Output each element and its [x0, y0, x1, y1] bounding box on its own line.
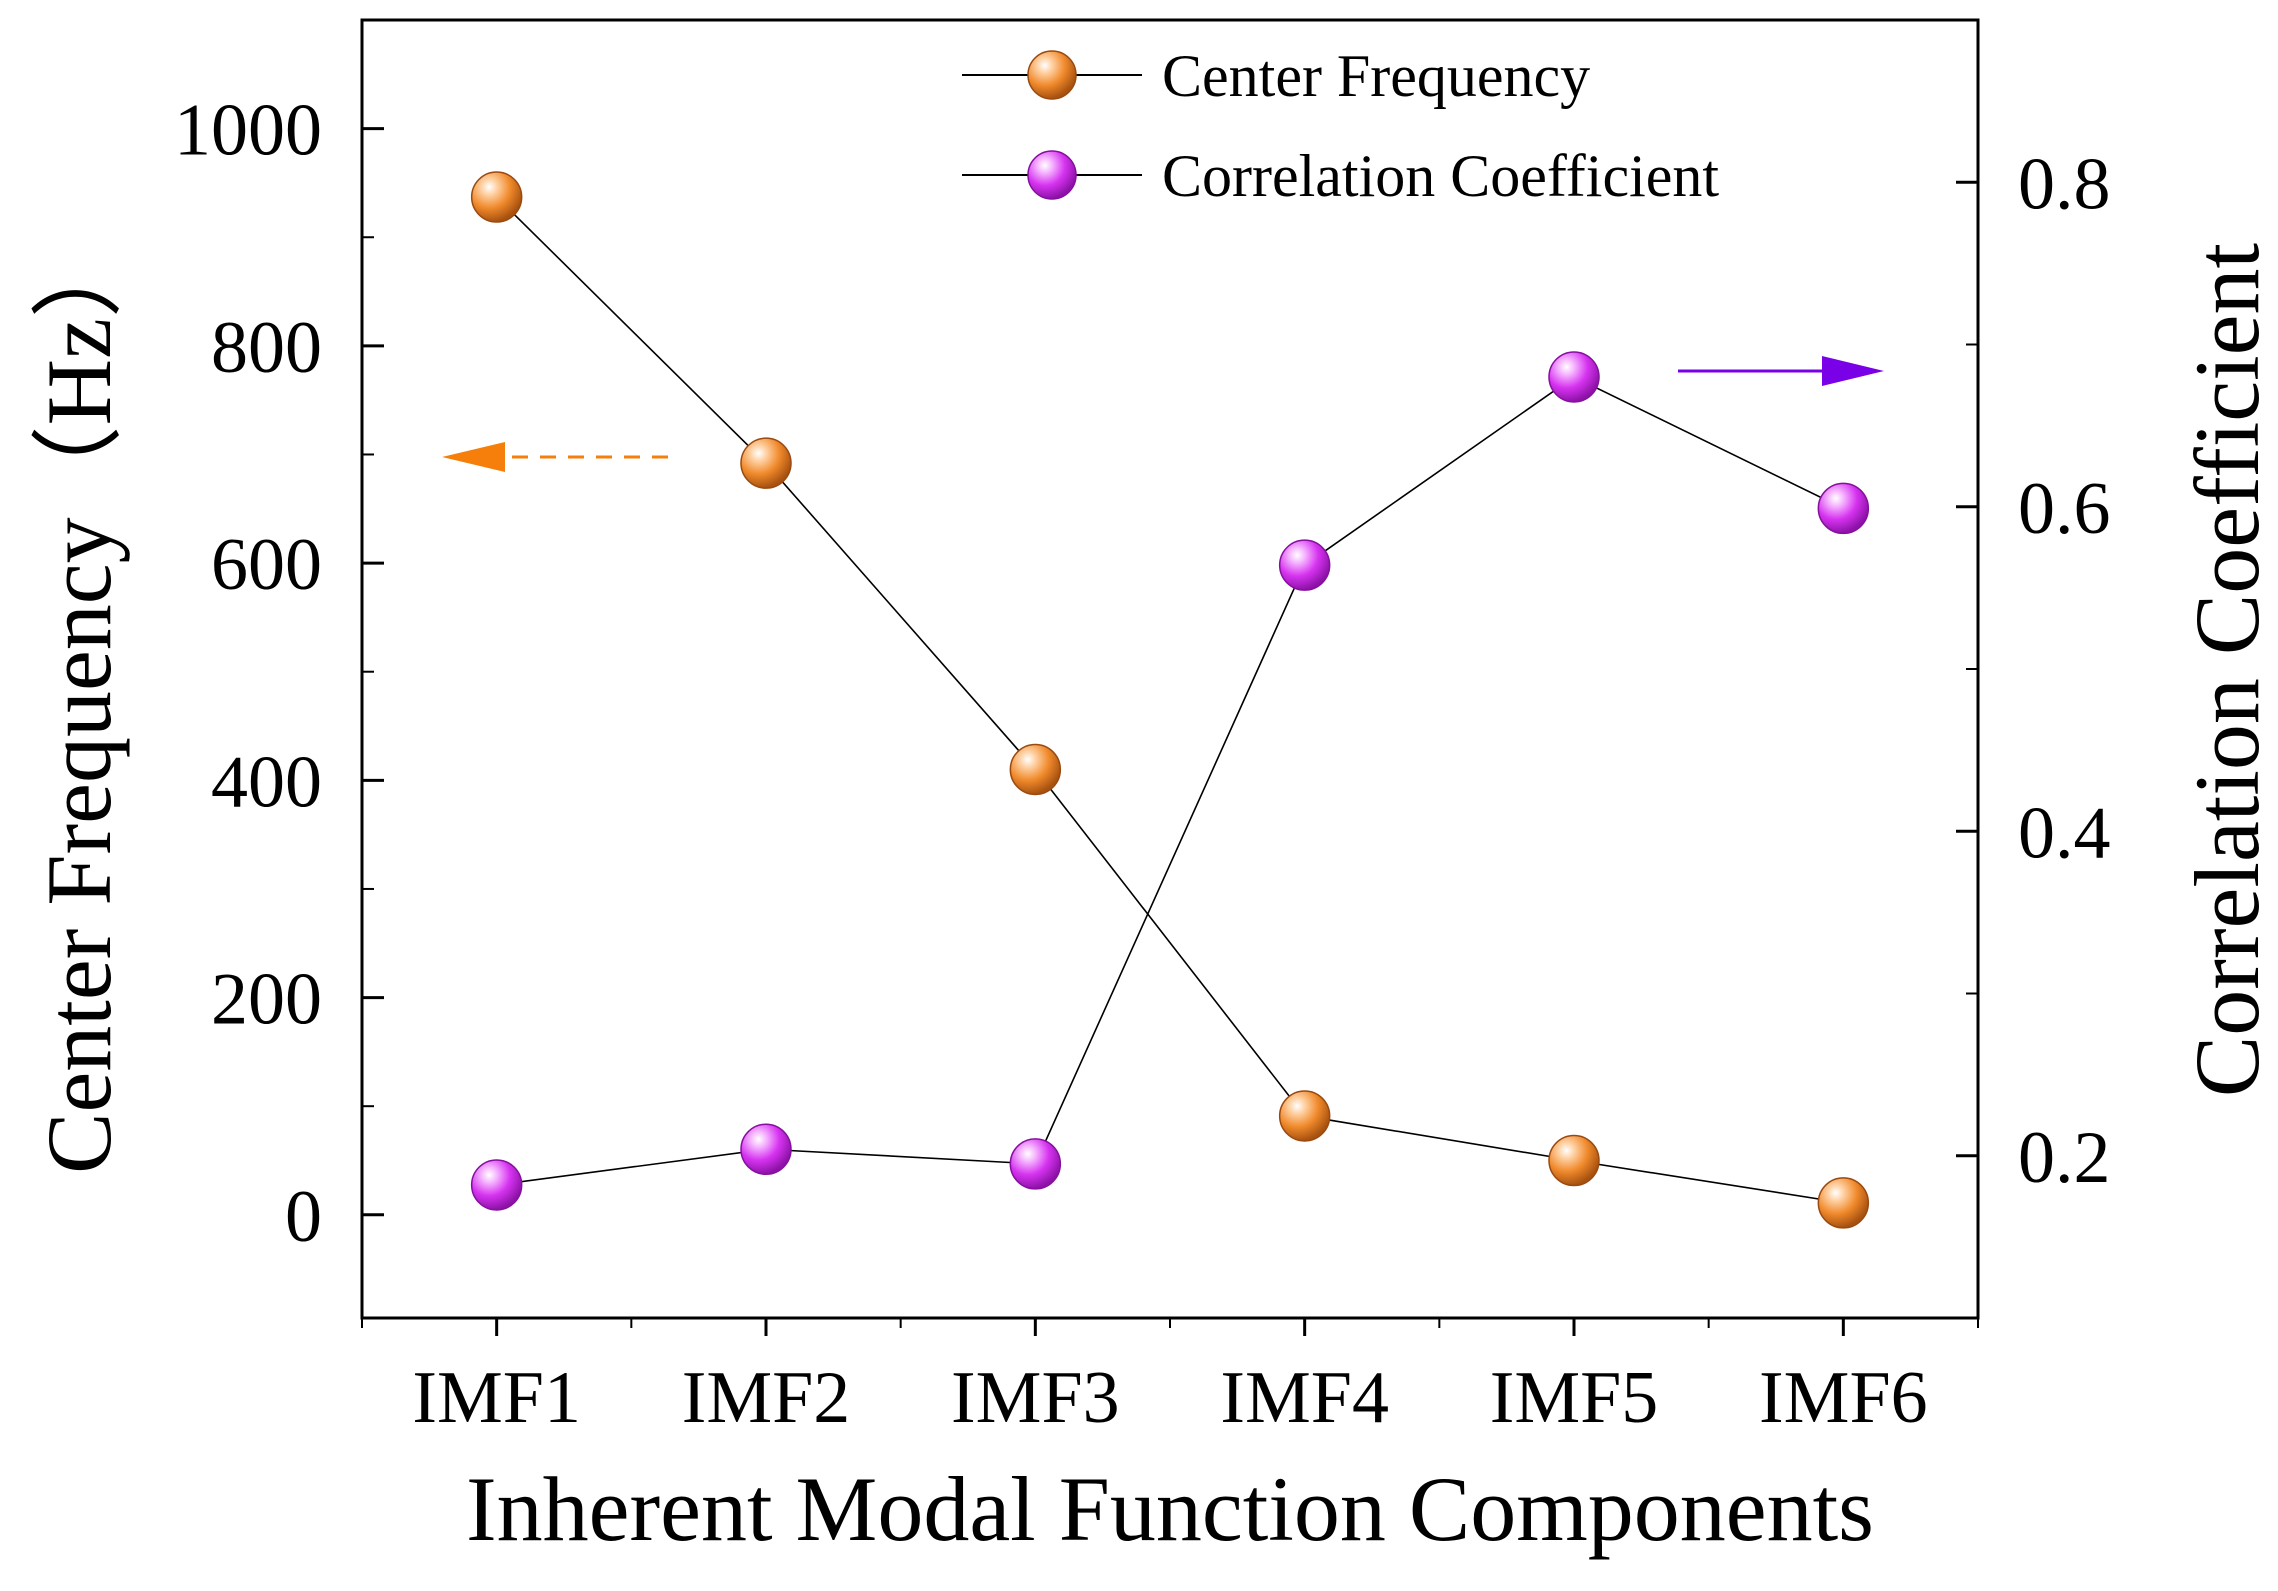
series-markers	[470, 171, 1870, 1229]
left-y-tick-label: 200	[211, 959, 322, 1041]
data-point-correlation-coefficient	[1278, 539, 1331, 591]
data-point-correlation-coefficient	[1548, 351, 1600, 403]
legend-label-center-frequency: Center Frequency	[1162, 43, 1590, 109]
legend: Center Frequency Correlation Coefficient	[962, 43, 1719, 209]
right-axis-arrow	[1678, 356, 1884, 386]
data-point-correlation-coefficient	[1009, 1138, 1062, 1190]
x-tick-label: IMF3	[951, 1357, 1120, 1439]
x-tick-label: IMF2	[682, 1357, 851, 1439]
left-axis-arrow	[442, 442, 668, 472]
x-axis-title: Inherent Modal Function Components	[466, 1458, 1874, 1560]
data-point-center-frequency	[1548, 1134, 1600, 1187]
right-y-tick-label: 0.2	[2018, 1117, 2111, 1199]
data-point-correlation-coefficient	[1817, 482, 1870, 535]
left-y-tick-label: 1000	[174, 90, 322, 172]
right-y-tick-label: 0.6	[2018, 468, 2111, 550]
data-point-center-frequency	[1278, 1090, 1331, 1142]
axis-ticks	[361, 127, 1979, 1336]
left-y-tick-label: 800	[211, 307, 322, 389]
legend-marker-center-frequency	[1027, 50, 1077, 100]
data-point-correlation-coefficient	[470, 1159, 523, 1211]
legend-item-correlation-coefficient: Correlation Coefficient	[962, 143, 1719, 209]
legend-marker-correlation-coefficient	[1027, 150, 1077, 200]
tick-labels: 0 200 400 600 800 1000 0.2 0.4 0.6 0.8 IMF1 IMF2 IMF…	[174, 90, 2111, 1439]
x-tick-label: IMF1	[412, 1357, 581, 1439]
right-y-axis-title: Correlation Coefficient	[2176, 242, 2278, 1097]
right-y-tick-label: 0.4	[2018, 792, 2111, 874]
left-y-tick-label: 400	[211, 741, 322, 823]
data-point-center-frequency	[740, 437, 792, 489]
x-tick-label: IMF5	[1490, 1357, 1659, 1439]
left-y-axis-title: Center Frequency（Hz）	[28, 226, 130, 1174]
plot-frame	[360, 18, 1980, 1320]
series-lines	[496, 196, 1844, 1204]
data-point-center-frequency	[1817, 1177, 1870, 1229]
data-point-center-frequency	[470, 171, 523, 223]
data-point-center-frequency	[1009, 743, 1062, 796]
series-line-center-frequency	[496, 196, 1844, 1204]
series-line-correlation-coefficient	[496, 376, 1844, 1186]
data-point-correlation-coefficient	[740, 1123, 792, 1176]
right-y-tick-label: 0.8	[2018, 143, 2111, 225]
legend-item-center-frequency: Center Frequency	[962, 43, 1590, 109]
left-y-tick-label: 0	[285, 1176, 322, 1258]
legend-label-correlation-coefficient: Correlation Coefficient	[1162, 143, 1719, 209]
left-y-tick-label: 600	[211, 524, 322, 606]
x-tick-label: IMF4	[1220, 1357, 1389, 1439]
x-tick-label: IMF6	[1759, 1357, 1928, 1439]
